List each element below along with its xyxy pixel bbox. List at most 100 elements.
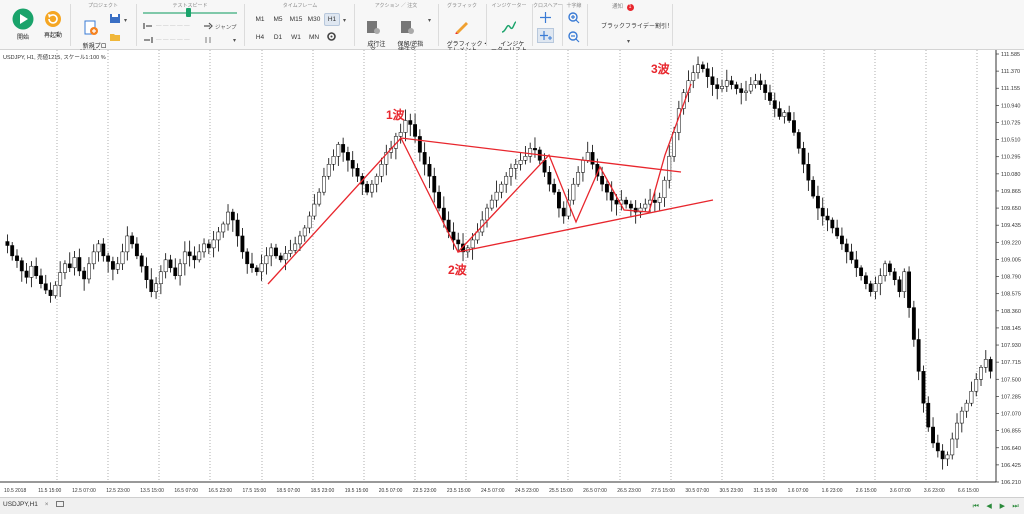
price-tick-label: 108.145 — [1001, 326, 1021, 332]
candle-body — [413, 124, 417, 137]
candle-body — [959, 410, 964, 424]
candle-body — [931, 426, 935, 444]
timeframe-mn-button[interactable]: MN — [308, 34, 320, 41]
zoom-out-icon[interactable] — [568, 31, 580, 43]
wave-zigzag — [400, 83, 692, 254]
start-button[interactable]: 開始 — [6, 8, 40, 46]
pause-icon[interactable] — [203, 36, 213, 44]
candle-body — [326, 164, 331, 177]
candle-body — [274, 247, 278, 257]
wave1-line — [267, 137, 402, 285]
price-tick-label: 110.725 — [1001, 120, 1020, 126]
candle-body — [87, 263, 91, 280]
last-icon[interactable]: ⏭ — [1012, 503, 1019, 510]
chart-tab[interactable]: USDJPY,H1 × — [3, 501, 65, 508]
zoom-in-icon[interactable] — [568, 12, 580, 24]
price-tick-label: 110.510 — [1001, 138, 1020, 144]
step-back-icon[interactable] — [143, 22, 153, 30]
crosshair-icon[interactable] — [540, 12, 551, 23]
candle-body — [873, 283, 878, 292]
candle-body — [859, 267, 864, 277]
candle-body — [604, 183, 609, 193]
test-speed-group: テストスピード — [138, 0, 242, 50]
indicator-group-title: インジケーター — [491, 3, 527, 9]
candle-body — [91, 251, 96, 265]
candle-body — [269, 247, 274, 257]
speed-dropdown-icon[interactable]: ▾ — [233, 38, 237, 44]
indicator-list-button[interactable]: インジケ ーターリスト — [488, 8, 530, 54]
candle-body — [590, 152, 595, 165]
timeframe-w1-button[interactable]: W1 — [291, 34, 301, 41]
market-order-button[interactable]: 成行注 文 — [358, 8, 388, 54]
candle-body — [53, 285, 58, 296]
timeframe-m1-button[interactable]: M1 — [255, 16, 265, 23]
first-icon[interactable]: ⏮ — [972, 503, 979, 510]
candle-body — [571, 183, 576, 201]
candle-body — [772, 100, 777, 109]
candle-body — [317, 191, 322, 205]
price-chart[interactable]: 111.585 111.370 111.155 110.940 110.725 110.5… — [0, 50, 1024, 497]
graphic-elements-button[interactable]: グラフィック・ エレメント — [440, 8, 488, 54]
chart-tab-bar: USDJPY,H1 × ⏮ ◀ ▶ ⏭ — [0, 497, 1024, 514]
restart-button[interactable]: 再起動 — [36, 8, 70, 46]
candle-body — [672, 132, 676, 157]
crosshair-measure-button[interactable] — [537, 28, 554, 43]
timeframe-m30-button[interactable]: M30 — [307, 16, 321, 23]
playback-controls: ⏮ ◀ ▶ ⏭ — [969, 501, 1020, 512]
time-tick-label: 3.6 07:00 — [890, 488, 911, 494]
restart-label: 再起動 — [43, 33, 62, 39]
candle-body — [202, 243, 206, 253]
jump-icon[interactable] — [203, 22, 213, 30]
candle-body — [96, 243, 101, 253]
candle-body — [907, 271, 911, 308]
candle-body — [796, 132, 801, 149]
candle-body — [643, 203, 648, 209]
chart-canvas[interactable]: 111.585 111.370 111.155 110.940 110.725 110.5… — [0, 50, 1024, 497]
new-project-button[interactable]: 新規プロ ジェクト — [76, 8, 107, 56]
timeframe-m15-button[interactable]: M15 — [289, 16, 303, 23]
candle-body — [513, 164, 518, 169]
price-tick-label: 110.940 — [1001, 103, 1020, 109]
next-icon[interactable]: ▶ — [999, 503, 1005, 510]
price-tick-label: 108.575 — [1001, 292, 1021, 298]
candles — [5, 56, 993, 470]
detach-window-icon[interactable] — [56, 501, 65, 508]
candle-body — [322, 175, 326, 193]
timeframe-dropdown-icon[interactable]: ▾ — [343, 18, 347, 24]
step-forward-icon[interactable] — [143, 36, 153, 44]
time-tick-label: 12.5 07:00 — [72, 488, 96, 494]
save-dropdown-icon[interactable]: ▾ — [124, 18, 128, 24]
order-dropdown-icon[interactable]: ▾ — [428, 18, 432, 24]
close-tab-icon[interactable]: × — [44, 501, 49, 508]
notification-message[interactable]: ブラックフライデー割引！ — [601, 24, 674, 30]
price-tick-label: 111.585 — [1001, 52, 1020, 58]
timeframe-h4-button[interactable]: H4 — [255, 34, 265, 41]
candle-body — [120, 251, 125, 265]
candle-body — [158, 271, 163, 284]
time-tick-label: 27.5 15:00 — [651, 488, 675, 494]
candle-body — [437, 191, 441, 209]
candle-body — [245, 251, 250, 265]
candle-body — [197, 251, 202, 261]
pending-order-button[interactable]: 保留/逆指 値注文 — [390, 8, 424, 54]
project-group: プロジェクト — [72, 0, 134, 50]
notification-dropdown-icon[interactable]: ▾ — [627, 39, 631, 45]
prev-icon[interactable]: ◀ — [986, 503, 992, 510]
timeframe-h1-button[interactable]: H1 — [324, 13, 340, 26]
settings-gear-icon[interactable] — [326, 31, 337, 42]
timeframe-d1-button[interactable]: D1 — [273, 34, 283, 41]
candle-body — [811, 179, 816, 197]
time-tick-label: 26.5 23:00 — [617, 488, 641, 494]
candle-body — [374, 175, 379, 185]
candle-body — [897, 279, 902, 292]
open-folder-icon[interactable] — [109, 32, 121, 42]
save-icon[interactable] — [109, 13, 121, 24]
candle-body — [940, 450, 945, 460]
candle-body — [417, 136, 422, 153]
candle-body — [365, 183, 370, 193]
candle-body — [341, 144, 346, 153]
time-tick-label: 6.6 15:00 — [958, 488, 979, 494]
speed-slider-handle[interactable] — [186, 8, 191, 17]
timeframe-m5-button[interactable]: M5 — [273, 16, 283, 23]
candle-body — [921, 371, 926, 404]
